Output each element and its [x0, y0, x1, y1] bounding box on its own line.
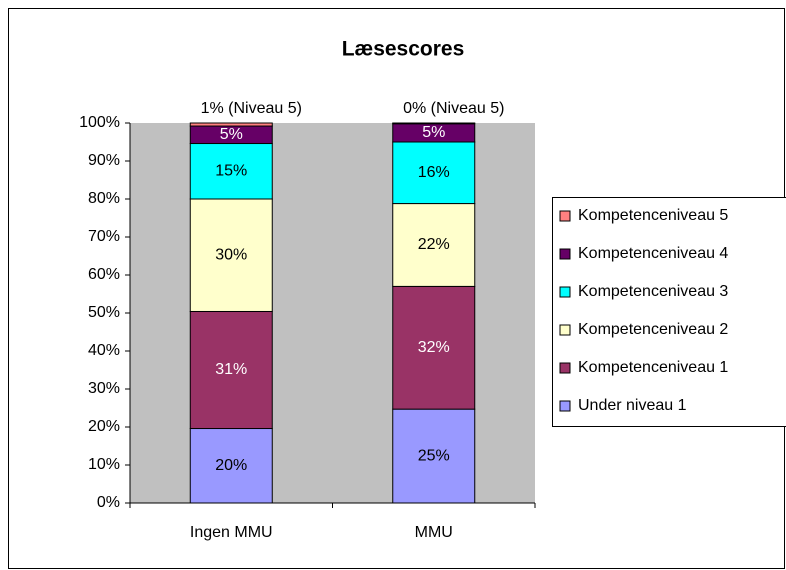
- legend-label: Kompetenceniveau 1: [578, 359, 728, 376]
- data-label: 5%: [220, 126, 243, 143]
- data-label: 25%: [418, 447, 450, 464]
- x-tick-label: MMU: [415, 524, 453, 541]
- legend-swatch: [559, 400, 571, 412]
- legend-label: Kompetenceniveau 5: [578, 207, 728, 224]
- chart-title: Læsescores: [342, 38, 465, 61]
- y-tick-label: 20%: [88, 418, 120, 435]
- data-label: 32%: [418, 339, 450, 356]
- data-label: 15%: [215, 162, 247, 179]
- legend-swatch: [559, 286, 571, 298]
- data-label: 22%: [418, 236, 450, 253]
- bar-segment: [392, 285, 476, 410]
- bar-segment: [392, 122, 476, 125]
- y-tick-label: 0%: [97, 494, 120, 511]
- legend-swatch: [559, 210, 571, 222]
- y-tick-label: 30%: [88, 380, 120, 397]
- y-tick-label: 60%: [88, 266, 120, 283]
- bar-segment: [189, 428, 273, 504]
- legend-label: Under niveau 1: [578, 397, 687, 414]
- y-tick-label: 70%: [88, 228, 120, 245]
- data-label: 0% (Niveau 5): [403, 100, 504, 117]
- bar-segment: [392, 141, 476, 205]
- legend-label: Kompetenceniveau 3: [578, 283, 728, 300]
- bar-segment: [189, 310, 273, 430]
- legend-swatch: [559, 324, 571, 336]
- bar-segment: [392, 408, 476, 504]
- data-label: 5%: [422, 124, 445, 141]
- data-label: 16%: [418, 164, 450, 181]
- x-tick-label: Ingen MMU: [190, 524, 273, 541]
- y-tick-label: 10%: [88, 456, 120, 473]
- data-label: 30%: [215, 246, 247, 263]
- y-tick-label: 40%: [88, 342, 120, 359]
- legend-label: Kompetenceniveau 2: [578, 321, 728, 338]
- legend-label: Kompetenceniveau 4: [578, 245, 728, 262]
- y-tick-label: 80%: [88, 190, 120, 207]
- data-label: 1% (Niveau 5): [201, 100, 302, 117]
- y-tick-label: 50%: [88, 304, 120, 321]
- bar-segment: [189, 143, 273, 200]
- y-tick-label: 90%: [88, 152, 120, 169]
- data-label: 31%: [215, 361, 247, 378]
- legend-swatch: [559, 362, 571, 374]
- bar-segment: [189, 198, 273, 312]
- y-tick-label: 100%: [79, 114, 120, 131]
- data-label: 20%: [215, 457, 247, 474]
- legend-box: [552, 197, 786, 427]
- legend-swatch: [559, 248, 571, 260]
- bar-segment: [189, 122, 273, 127]
